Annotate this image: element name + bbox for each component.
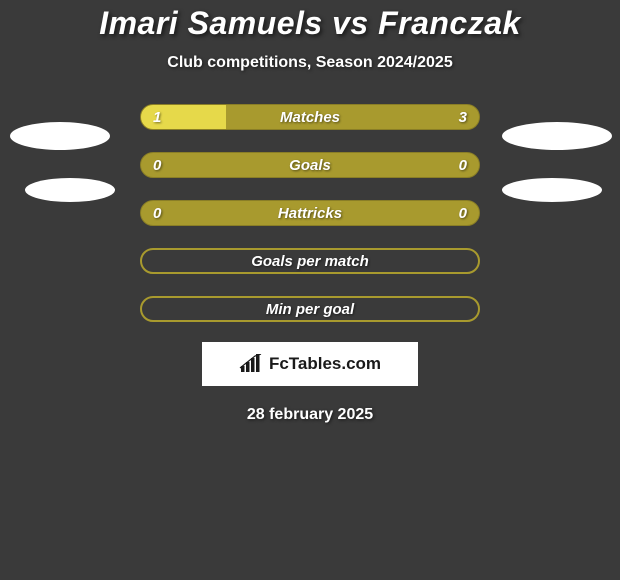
comparison-card: Imari Samuels vs Franczak Club competiti…	[0, 0, 620, 424]
stat-row-goals-per-match: Goals per match	[140, 248, 480, 274]
brand-badge[interactable]: FcTables.com	[202, 342, 418, 386]
stat-row-hattricks: 0 Hattricks 0	[140, 200, 480, 226]
page-subtitle: Club competitions, Season 2024/2025	[0, 54, 620, 72]
brand-text: FcTables.com	[269, 354, 381, 374]
stat-right-value: 0	[459, 157, 467, 174]
stat-right-value: 3	[459, 109, 467, 126]
bar-chart-icon	[239, 354, 263, 374]
stat-label: Goals per match	[251, 253, 369, 270]
stat-row-min-per-goal: Min per goal	[140, 296, 480, 322]
stat-left-value: 1	[153, 109, 161, 126]
stat-label: Goals	[289, 157, 331, 174]
stat-left-value: 0	[153, 157, 161, 174]
stat-label: Hattricks	[278, 205, 342, 222]
stat-label: Min per goal	[266, 301, 354, 318]
stat-row-matches: 1 Matches 3	[140, 104, 480, 130]
stat-label: Matches	[280, 109, 340, 126]
stat-left-value: 0	[153, 205, 161, 222]
stat-row-goals: 0 Goals 0	[140, 152, 480, 178]
stats-list: 1 Matches 3 0 Goals 0 0 Hattricks 0 Goal…	[0, 104, 620, 322]
footer-date: 28 february 2025	[0, 406, 620, 424]
page-title: Imari Samuels vs Franczak	[0, 5, 620, 42]
stat-right-value: 0	[459, 205, 467, 222]
